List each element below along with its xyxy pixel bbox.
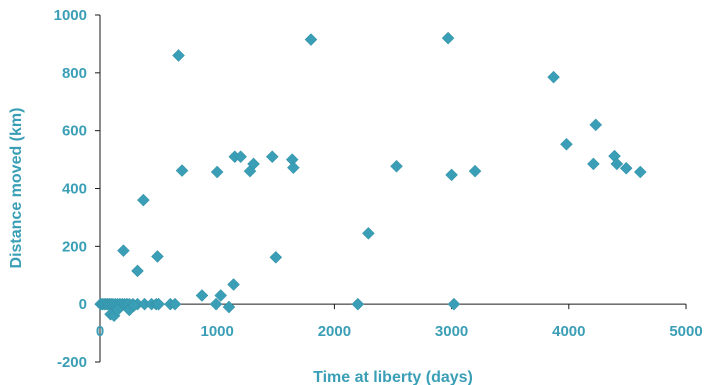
data-point [127, 299, 141, 312]
axes [95, 14, 687, 363]
data-point [222, 300, 236, 314]
data-point [117, 244, 130, 258]
data-point [589, 118, 603, 132]
x-axis-label: Time at liberty (days) [313, 369, 473, 385]
data-point [304, 33, 318, 46]
x-tick-label: 1000 [201, 323, 234, 340]
y-tick-label: 200 [62, 238, 87, 255]
data-point [265, 150, 279, 164]
data-point [227, 278, 240, 291]
data-point [247, 157, 260, 171]
x-tick-label: 5000 [669, 323, 702, 340]
y-tick-label: 600 [62, 123, 87, 140]
x-tick-label: 3000 [435, 323, 468, 340]
x-tick-label: 0 [96, 323, 104, 340]
data-point [269, 250, 283, 264]
data-point [214, 289, 228, 302]
y-axis-label: Distance moved (km) [8, 108, 25, 269]
y-tick-label: 800 [62, 65, 87, 82]
data-point [547, 70, 560, 84]
y-tick-labels: -200 0 200 400 600 800 1000 [54, 7, 87, 371]
data-point [441, 31, 455, 45]
x-tick-labels: 0 1000 2000 3000 4000 5000 [96, 323, 703, 340]
data-point [587, 157, 600, 171]
data-point [633, 165, 647, 179]
y-tick-label: 1000 [54, 7, 87, 24]
data-point [209, 297, 223, 311]
data-point [447, 297, 461, 311]
data-point [151, 250, 164, 263]
data-point [175, 164, 189, 177]
data-point [234, 150, 247, 164]
data-point [152, 297, 165, 311]
data-point [131, 264, 144, 278]
data-points [94, 31, 647, 323]
data-point [390, 159, 403, 173]
data-point [137, 193, 150, 207]
data-point [351, 297, 365, 311]
data-point [468, 164, 482, 178]
y-tick-label: -200 [57, 354, 87, 371]
data-point [168, 297, 182, 311]
data-point [195, 289, 209, 302]
x-tick-label: 4000 [552, 323, 585, 340]
data-point [287, 161, 300, 175]
y-tick-label: 0 [79, 296, 87, 313]
data-point [619, 161, 633, 175]
data-point [560, 137, 573, 151]
data-point [610, 157, 624, 171]
x-tick-label: 2000 [318, 323, 351, 340]
data-point [172, 49, 185, 62]
data-point [111, 303, 124, 317]
data-point [362, 226, 375, 240]
data-point [445, 168, 458, 182]
y-tick-label: 400 [62, 181, 87, 198]
data-point [210, 165, 224, 179]
